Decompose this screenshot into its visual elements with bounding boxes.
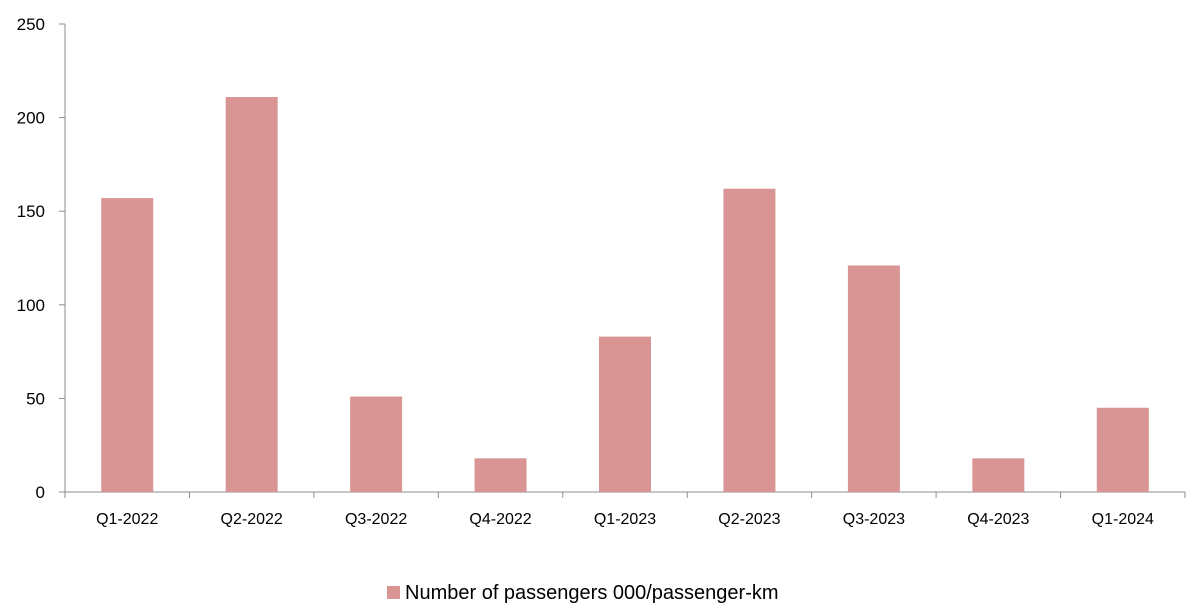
y-tick-label: 50 xyxy=(26,389,45,408)
bar xyxy=(350,396,403,492)
x-tick-label: Q4-2023 xyxy=(967,511,1029,528)
y-tick-label: 100 xyxy=(17,296,45,315)
bar xyxy=(599,336,651,492)
legend-label: Number of passengers 000/passenger-km xyxy=(405,582,779,604)
x-tick-label: Q3-2023 xyxy=(843,511,905,528)
x-axis: Q1-2022 Q2-2022 Q3-2022 Q4-2022 Q1-2023 Q2-20… xyxy=(64,491,1186,528)
bar xyxy=(1096,407,1149,492)
bar xyxy=(101,198,154,492)
legend-swatch xyxy=(387,586,400,599)
bar xyxy=(225,97,278,493)
x-tick-label: Q4-2022 xyxy=(469,511,531,528)
x-tick-label: Q2-2022 xyxy=(221,511,283,528)
y-axis: 0 50 100 150 200 250 xyxy=(17,15,66,502)
bar xyxy=(723,188,776,492)
y-tick-label: 200 xyxy=(17,109,45,128)
legend: Number of passengers 000/passenger-km xyxy=(387,582,779,604)
bar xyxy=(972,458,1025,492)
x-tick-label: Q1-2024 xyxy=(1092,511,1154,528)
bar xyxy=(847,265,900,492)
y-tick-label: 250 xyxy=(17,15,45,34)
y-tick-label: 150 xyxy=(17,202,45,221)
x-tick-label: Q1-2022 xyxy=(96,511,158,528)
y-tick-label: 0 xyxy=(36,483,45,502)
bar xyxy=(474,458,527,492)
x-tick-label: Q1-2023 xyxy=(594,511,656,528)
x-tick-label: Q2-2023 xyxy=(718,511,780,528)
bar-series xyxy=(101,97,1149,493)
x-tick-label: Q3-2022 xyxy=(345,511,407,528)
